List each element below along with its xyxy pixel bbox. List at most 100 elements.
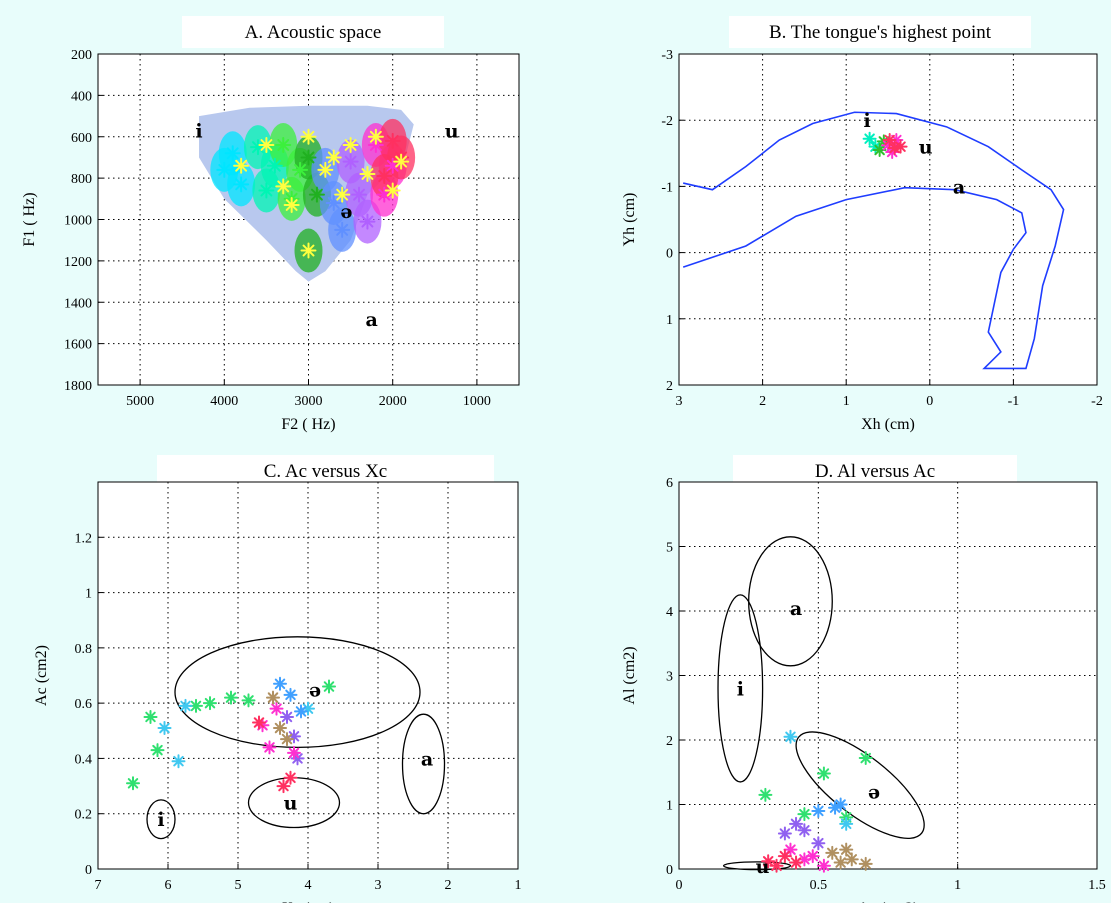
x-axis-label: Ac (cm2) <box>858 900 919 903</box>
data-point <box>157 721 172 736</box>
x-axis-label: F2 ( Hz) <box>281 416 335 433</box>
y-tick-label: 3 <box>666 670 673 685</box>
data-point-stroke <box>285 199 298 211</box>
data-point-stroke <box>835 857 846 868</box>
data-point-stroke <box>218 163 231 176</box>
data-point <box>171 754 186 769</box>
data-point-stroke <box>760 789 771 801</box>
y-tick-label: 1400 <box>64 296 92 311</box>
data-point-stroke <box>874 144 885 156</box>
vowel-label: i <box>863 110 870 132</box>
data-point-stroke <box>253 717 265 728</box>
vowel-label: i <box>157 809 164 831</box>
data-point <box>789 816 804 831</box>
data-point-stroke <box>779 828 791 839</box>
data-point-stroke <box>386 134 399 147</box>
data-point-stroke <box>271 703 282 714</box>
data-point-stroke <box>292 753 303 764</box>
vowel-label: u <box>284 793 298 815</box>
x-tick-label: -2 <box>1091 394 1103 409</box>
data-point-stroke <box>260 184 273 197</box>
data-point <box>351 186 368 203</box>
data-point <box>150 743 165 758</box>
data-point-stroke <box>323 681 335 692</box>
vowel-label: a <box>790 598 802 620</box>
data-point-stroke <box>267 692 279 703</box>
chart-panel-a: A. Acoustic space 5000 4000 3000 2000 1000 200… <box>21 16 520 433</box>
vowel-label: ə <box>340 201 352 223</box>
x-tick-label: 1.5 <box>1088 878 1106 893</box>
data-point <box>252 715 266 730</box>
data-point <box>342 153 359 170</box>
y-axis-label: Al (cm2) <box>621 646 638 704</box>
data-point <box>258 182 275 199</box>
data-point <box>828 800 843 815</box>
y-tick-label: 200 <box>71 48 92 63</box>
y-tick-label: -1 <box>661 180 673 195</box>
data-point-stroke <box>884 134 895 146</box>
data-point <box>789 855 804 870</box>
data-point <box>797 807 812 822</box>
data-point <box>224 690 238 705</box>
x-tick-label: 1 <box>843 394 850 409</box>
data-point-stroke <box>344 139 357 151</box>
data-point-stroke <box>790 857 802 868</box>
data-point-stroke <box>361 215 374 228</box>
x-tick-label: 4000 <box>210 394 238 409</box>
data-point <box>292 161 309 178</box>
data-series <box>342 153 376 230</box>
data-point <box>143 709 158 724</box>
data-series <box>783 729 854 831</box>
data-point <box>811 803 826 818</box>
vowel-label: a <box>421 748 433 770</box>
y-tick-label: -3 <box>661 48 673 63</box>
data-point <box>858 751 873 766</box>
data-point-stroke <box>277 180 290 193</box>
x-tick-label: 2 <box>445 878 452 893</box>
y-tick-label: 6 <box>666 476 673 491</box>
data-point <box>367 128 384 145</box>
data-point-stroke <box>771 860 782 872</box>
data-point-stroke <box>152 744 163 756</box>
data-point-stroke <box>378 170 391 183</box>
data-point-stroke <box>369 139 382 151</box>
x-tick-label: 5000 <box>126 394 154 409</box>
vowel-ellipse <box>717 594 764 783</box>
vowel-label: i <box>195 121 202 143</box>
y-tick-label: 400 <box>71 89 92 104</box>
data-point <box>280 709 294 724</box>
data-point <box>862 131 877 146</box>
data-point-stroke <box>799 808 810 820</box>
data-point <box>376 168 393 185</box>
data-point-stroke <box>361 168 374 180</box>
data-point <box>233 176 250 193</box>
vowel-label: ə <box>309 679 321 701</box>
vowel-ellipse <box>401 713 446 815</box>
x-axis-label: Xc (cm) <box>282 900 335 903</box>
data-series <box>273 676 308 719</box>
y-tick-label: 5 <box>666 541 673 556</box>
data-point <box>334 186 351 203</box>
vowel-label: a <box>365 309 377 331</box>
data-point-stroke <box>818 768 830 779</box>
y-tick-label: 1 <box>666 313 673 328</box>
data-point <box>769 858 784 873</box>
data-point-stroke <box>204 697 216 709</box>
y-tick-label: 4 <box>666 605 673 620</box>
data-point-stroke <box>762 856 774 867</box>
data-point-stroke <box>336 188 349 201</box>
data-point-stroke <box>285 772 296 784</box>
data-point <box>280 732 294 747</box>
vowel-label: ə <box>868 782 880 804</box>
data-point <box>276 779 291 794</box>
data-point-stroke <box>785 731 796 743</box>
y-tick-label: 1600 <box>64 338 92 353</box>
data-point-stroke <box>190 700 202 712</box>
x-tick-label: -1 <box>1008 394 1020 409</box>
data-point-stroke <box>159 722 170 734</box>
data-series <box>233 128 410 259</box>
data-point <box>334 221 351 238</box>
data-series <box>811 797 848 818</box>
data-point <box>241 693 256 708</box>
